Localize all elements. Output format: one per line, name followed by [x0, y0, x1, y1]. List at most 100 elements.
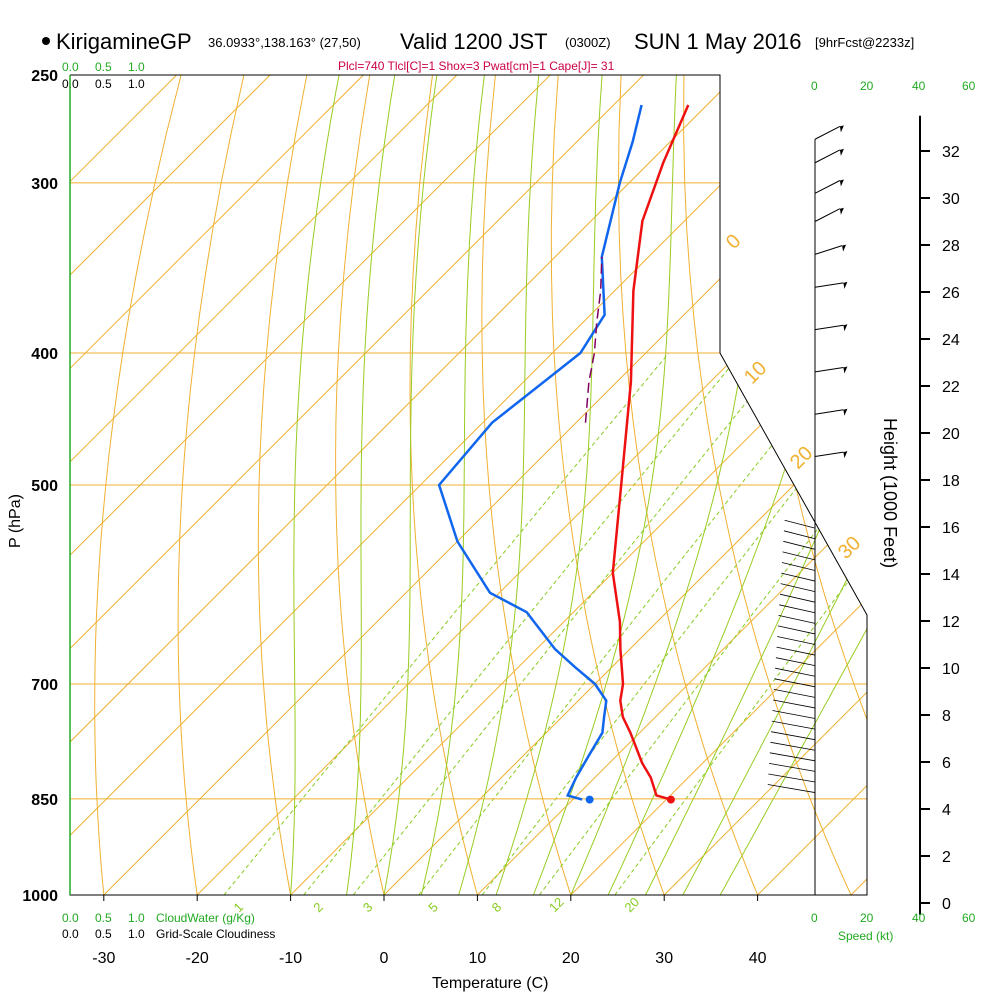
- x-tick-label: -10: [279, 950, 302, 967]
- cloudwater-top-2: 1.0: [128, 60, 145, 74]
- mixing-ratio-label: 8: [489, 899, 505, 915]
- wind-barb-flag: [840, 180, 844, 187]
- x-axis-label: Temperature (C): [432, 975, 548, 992]
- valid-zulu: (0300Z): [565, 35, 611, 50]
- sounding-profiles: [439, 105, 688, 804]
- cloudwater-top-1: 0.5: [95, 60, 112, 74]
- wind-barb: [815, 246, 842, 255]
- wind-barb-low: [784, 531, 815, 539]
- isotherm-label: 20: [786, 442, 817, 473]
- wind-barb-low: [772, 721, 815, 729]
- wind-barb-low: [773, 711, 816, 719]
- cloudiness-label: Grid-Scale Cloudiness: [156, 927, 275, 941]
- station-name: KirigamineGP: [56, 29, 192, 54]
- wind-speed-label: Speed (kt): [838, 929, 893, 943]
- height-tick-label: 24: [942, 332, 960, 349]
- cloud-scale-bottom: 0.0 0.5 1.0 CloudWater (g/Kg) 0.0 0.5 1.…: [62, 911, 275, 941]
- wind-barb: [815, 209, 840, 222]
- x-tick-label: 20: [562, 950, 580, 967]
- height-tick-label: 8: [942, 708, 951, 725]
- cloudiness-top-1: 0.5: [95, 77, 112, 91]
- cloudwater-bottom-0: 0.0: [62, 911, 79, 925]
- wind-barb: [815, 325, 843, 329]
- height-tick-label: 30: [942, 191, 960, 208]
- wind-barb-low: [770, 753, 815, 761]
- x-tick-label: -20: [186, 950, 209, 967]
- wind-speed-top-20: 20: [860, 79, 874, 93]
- wind-barb-low: [779, 605, 815, 613]
- x-tick-label: 30: [655, 950, 673, 967]
- wind-barb: [815, 181, 840, 194]
- surface-dewpoint-point: [586, 796, 594, 804]
- cloudwater-bottom-1: 0.5: [95, 911, 112, 925]
- wind-barb-flag: [843, 367, 847, 374]
- wind-barb-flag: [842, 245, 846, 252]
- wind-barb: [815, 150, 840, 163]
- isotherm-label: 0: [722, 230, 745, 253]
- height-tick-label: 32: [942, 144, 960, 161]
- pressure-tick-label: 300: [31, 176, 58, 193]
- mixing-ratio-label: 2: [310, 899, 326, 915]
- wind-barb: [815, 452, 843, 456]
- wind-barb-low: [776, 658, 815, 666]
- sounding-params: Plcl=740 Tlcl[C]=1 Shox=3 Pwat[cm]=1 Cap…: [338, 59, 615, 73]
- x-tick-label: -30: [92, 950, 115, 967]
- height-tick-label: 28: [942, 238, 960, 255]
- height-tick-label: 18: [942, 473, 960, 490]
- wind-barb-flag: [843, 409, 847, 416]
- wind-barb-low: [771, 742, 816, 750]
- wind-barb-low: [779, 615, 816, 623]
- forecast-info: [9hrFcst@2233z]: [815, 35, 914, 50]
- wind-speed-top-40: 40: [912, 79, 926, 93]
- height-tick-label: 2: [942, 849, 951, 866]
- pressure-tick-label: 850: [31, 792, 58, 809]
- cloudiness-bottom-2: 1.0: [128, 927, 145, 941]
- height-tick-label: 22: [942, 379, 960, 396]
- wind-speed-top-0: 0: [811, 79, 818, 93]
- x-tick-label: 0: [380, 950, 389, 967]
- wind-barb-flag: [840, 125, 844, 132]
- wind-speed-bottom-40: 40: [912, 911, 926, 925]
- cloudiness-bottom-1: 0.5: [95, 927, 112, 941]
- wind-barb-flag: [840, 149, 844, 156]
- station-coords: 36.0933°,138.163° (27,50): [208, 35, 361, 50]
- x-tick-label: 10: [469, 950, 487, 967]
- wind-barb-flag: [843, 451, 847, 458]
- dry-adiabat-line: [258, 75, 307, 924]
- wind-barb: [815, 126, 840, 139]
- wind-barb-low: [774, 689, 815, 697]
- mixing-ratio-label: 12: [546, 894, 567, 915]
- height-tick-label: 6: [942, 755, 951, 772]
- height-tick-label: 26: [942, 285, 960, 302]
- cloudiness-bottom-0: 0.0: [62, 927, 79, 941]
- pressure-tick-label: 1000: [22, 888, 58, 905]
- wind-barb-low: [773, 700, 815, 708]
- dry-adiabat-line: [178, 75, 244, 924]
- dry-adiabat-line: [95, 75, 181, 924]
- wind-barb-low: [781, 584, 815, 592]
- wind-barb-flag: [843, 324, 847, 331]
- grid-lines: [0, 75, 1000, 924]
- cloudwater-top-0: 0.0: [62, 60, 79, 74]
- valid-date: SUN 1 May 2016: [634, 29, 802, 54]
- wind-barb-low: [777, 647, 816, 655]
- wind-speed-bottom-60: 60: [962, 911, 976, 925]
- wind-speed-bottom-0: 0: [811, 911, 818, 925]
- cloudiness-top-2: 1.0: [128, 77, 145, 91]
- wind-barb: [815, 283, 843, 287]
- wind-barb-low: [785, 520, 815, 528]
- mixing-ratio-line: [353, 353, 786, 895]
- pressure-tick-label: 400: [31, 346, 58, 363]
- isotherm-label: 10: [740, 357, 771, 388]
- wind-barb-flag: [843, 282, 847, 289]
- height-tick-label: 14: [942, 567, 960, 584]
- wind-barb-low: [780, 594, 815, 602]
- wind-barb-flag: [840, 208, 844, 215]
- dewpoint-line: [439, 105, 641, 800]
- y-axis-label: P (hPa): [7, 494, 24, 548]
- mixing-ratio-label: 20: [621, 894, 642, 915]
- valid-time: Valid 1200 JST: [400, 29, 548, 54]
- wind-barb: [815, 368, 843, 372]
